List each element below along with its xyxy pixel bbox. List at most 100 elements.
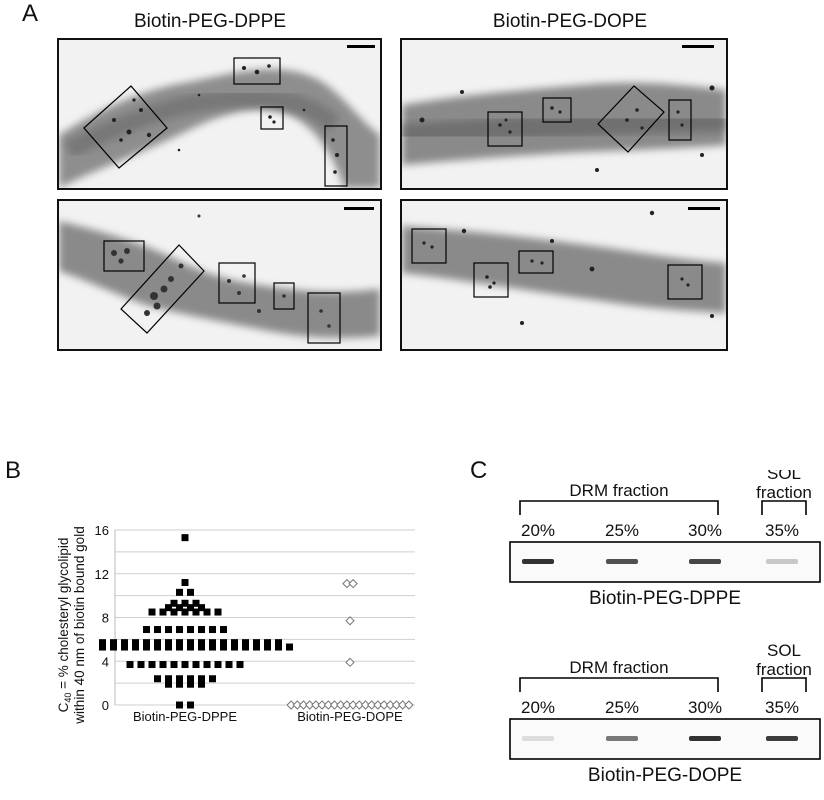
data-point [391,700,402,710]
drm-bracket [519,500,719,515]
data-point [348,700,358,710]
data-point [220,639,227,647]
data-point [165,643,172,651]
data-point [143,626,150,634]
data-point [170,608,178,616]
data-point [187,701,194,709]
data-point [264,639,271,647]
data-point [286,643,293,651]
data-point [209,626,216,634]
data-point [385,700,396,710]
ylabel-line1: C40 = % cholesteryl glycolipid [56,538,73,713]
band [522,736,554,741]
data-point [99,639,106,647]
data-point [181,579,189,586]
data-point [159,661,167,669]
y-tick-label: 12 [95,567,109,582]
data-point [137,661,145,669]
data-point [379,700,389,710]
band [606,736,638,741]
data-point [231,643,238,651]
data-point [317,700,327,710]
data-point [148,608,156,616]
data-point [181,534,189,542]
lane-label: 35% [765,521,799,540]
x-category-label: Biotin-PEG-DPPE [133,709,237,724]
data-point [165,675,172,683]
y-tick-label: 0 [102,698,109,713]
data-point [286,700,296,710]
data-point [176,680,183,688]
blot-title: Biotin-PEG-DOPE [588,765,742,786]
data-point [110,639,117,647]
sol-bracket [761,677,807,692]
data-point [198,680,205,688]
data-point [132,643,139,651]
data-point [345,616,355,626]
sol-bracket [761,500,807,515]
data-point [275,643,282,651]
blot-title: Biotin-PEG-DPPE [589,588,741,609]
scale-bar [344,207,374,210]
data-point [311,700,321,710]
data-point [170,661,178,669]
data-point [159,608,167,616]
data-point [181,599,189,607]
sol-label: fraction [756,660,812,679]
data-point [335,700,346,710]
data-point [132,639,139,647]
micrograph-dppe-bottom [57,199,382,351]
scale-bar [347,45,375,48]
sol-label: fraction [756,483,812,502]
data-point [360,700,371,710]
data-point [348,578,358,589]
data-point [220,626,227,634]
data-point [253,639,260,647]
data-point [121,639,128,647]
band [689,736,721,741]
sol-label: SOL [767,641,801,660]
data-point [176,701,183,709]
data-point [121,643,128,651]
y-tick-label: 4 [102,654,109,669]
lane-label: 20% [521,698,555,717]
data-point [181,661,189,669]
data-point [143,643,150,651]
data-point [354,700,365,710]
data-point [181,608,189,616]
data-point [292,700,303,710]
data-point [187,680,194,688]
data-point [298,700,309,710]
data-point [154,675,161,683]
y-tick-label: 16 [95,523,109,538]
band [606,559,638,564]
lane-label: 20% [521,521,555,540]
scale-bar [688,207,720,210]
data-point [154,643,161,651]
y-tick-label: 8 [102,611,109,626]
panel-c-letter: C [470,457,488,484]
scatter-chart: 0 4 8 12 16 Biotin-PEG-DPPE Biotin-PEG-DOPE [95,523,415,724]
data-point [165,680,172,688]
data-point [110,643,117,651]
data-point [176,643,183,651]
data-point [187,643,194,651]
data-point [165,639,172,647]
data-point [198,675,205,683]
drm-bracket [519,677,719,692]
data-point [154,639,161,647]
data-point [192,608,200,616]
data-point [198,626,205,634]
data-point [198,604,205,612]
lane-label: 30% [688,698,722,717]
data-point [242,643,249,651]
data-point [220,643,227,651]
micrograph-dppe-top [57,38,382,190]
data-point [143,639,150,647]
data-point [225,661,233,669]
panel-a-title-dope: Biotin-PEG-DOPE [492,11,648,32]
data-point [214,608,222,616]
band [766,559,798,564]
